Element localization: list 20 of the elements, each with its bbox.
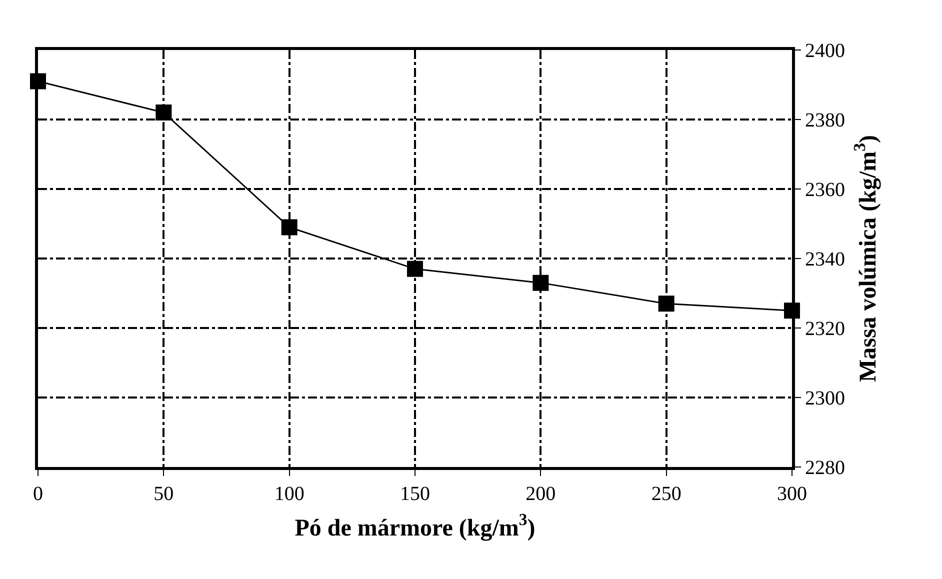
y-tick-label: 2380 — [805, 110, 845, 132]
point — [532, 274, 549, 291]
point — [281, 219, 298, 236]
point — [407, 260, 423, 277]
y-tick-label: 2320 — [805, 318, 845, 340]
y-tick-label: 2280 — [805, 457, 845, 479]
x-axis-title: Pó de mármore (kg/m$^{3}$) — [294, 510, 536, 542]
x-tick-label: 50 — [154, 483, 174, 505]
y-tick-label: 2400 — [805, 40, 845, 62]
x-tick-label: 250 — [651, 483, 682, 505]
x-tick-label: 300 — [777, 483, 807, 505]
x-tick-label: 200 — [526, 483, 556, 505]
x-tick-label: 150 — [400, 483, 430, 505]
x-tick-label: 0 — [33, 483, 43, 505]
point — [156, 104, 172, 121]
point — [658, 296, 674, 312]
x-tick-label: 100 — [274, 483, 304, 505]
y-tick-label: 2300 — [805, 388, 845, 410]
y-tick-label: 2360 — [805, 179, 845, 201]
y-tick-label: 2340 — [805, 248, 845, 270]
